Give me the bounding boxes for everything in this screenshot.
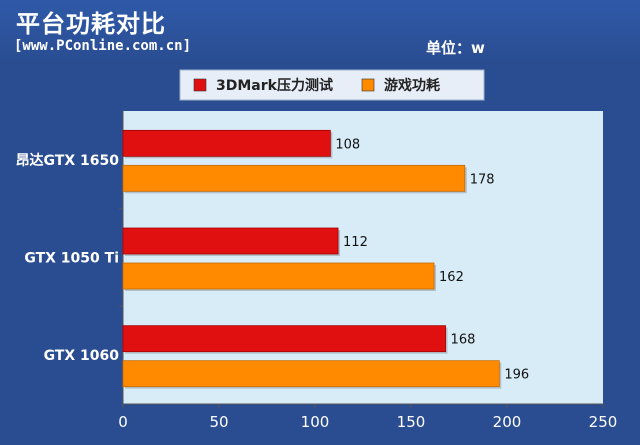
- x-tick-label-3: 150: [397, 413, 426, 431]
- legend-box: [179, 69, 485, 101]
- bar-1-series-2: [122, 164, 466, 192]
- bar-2-series-1: [122, 227, 339, 255]
- chart-title: 平台功耗对比: [16, 10, 166, 38]
- data-label-1-2: 178: [470, 172, 495, 187]
- unit-label: 单位：w: [426, 39, 485, 57]
- x-tick-label-1: 50: [209, 413, 228, 431]
- data-label-2-1: 112: [343, 235, 368, 250]
- legend-label-2: 游戏功耗: [384, 77, 440, 94]
- x-tick-label-4: 200: [493, 413, 522, 431]
- data-label-3-2: 196: [504, 368, 529, 383]
- bar-3-series-2: [122, 360, 500, 388]
- data-label-3-1: 168: [451, 333, 476, 348]
- category-label-1: 昂达GTX 1650: [16, 152, 120, 169]
- data-label-2-2: 162: [439, 270, 464, 285]
- legend-swatch-2: [361, 78, 375, 92]
- source-label: [www.PConline.com.cn]: [14, 38, 192, 54]
- category-label-3: GTX 1060: [44, 348, 120, 364]
- header-band: [0, 0, 640, 62]
- bar-2-series-2: [122, 262, 435, 290]
- x-tick-label-2: 100: [301, 413, 330, 431]
- legend-swatch-1: [193, 78, 207, 92]
- legend-label-1: 3DMark压力测试: [216, 77, 333, 94]
- bar-3-series-1: [122, 325, 446, 353]
- x-tick-label-0: 0: [118, 413, 128, 431]
- data-label-1-1: 108: [335, 137, 360, 152]
- bar-1-series-1: [122, 129, 331, 157]
- plot-area: [123, 111, 603, 404]
- x-tick-label-5: 250: [589, 413, 618, 431]
- category-label-2: GTX 1050 Ti: [24, 251, 119, 267]
